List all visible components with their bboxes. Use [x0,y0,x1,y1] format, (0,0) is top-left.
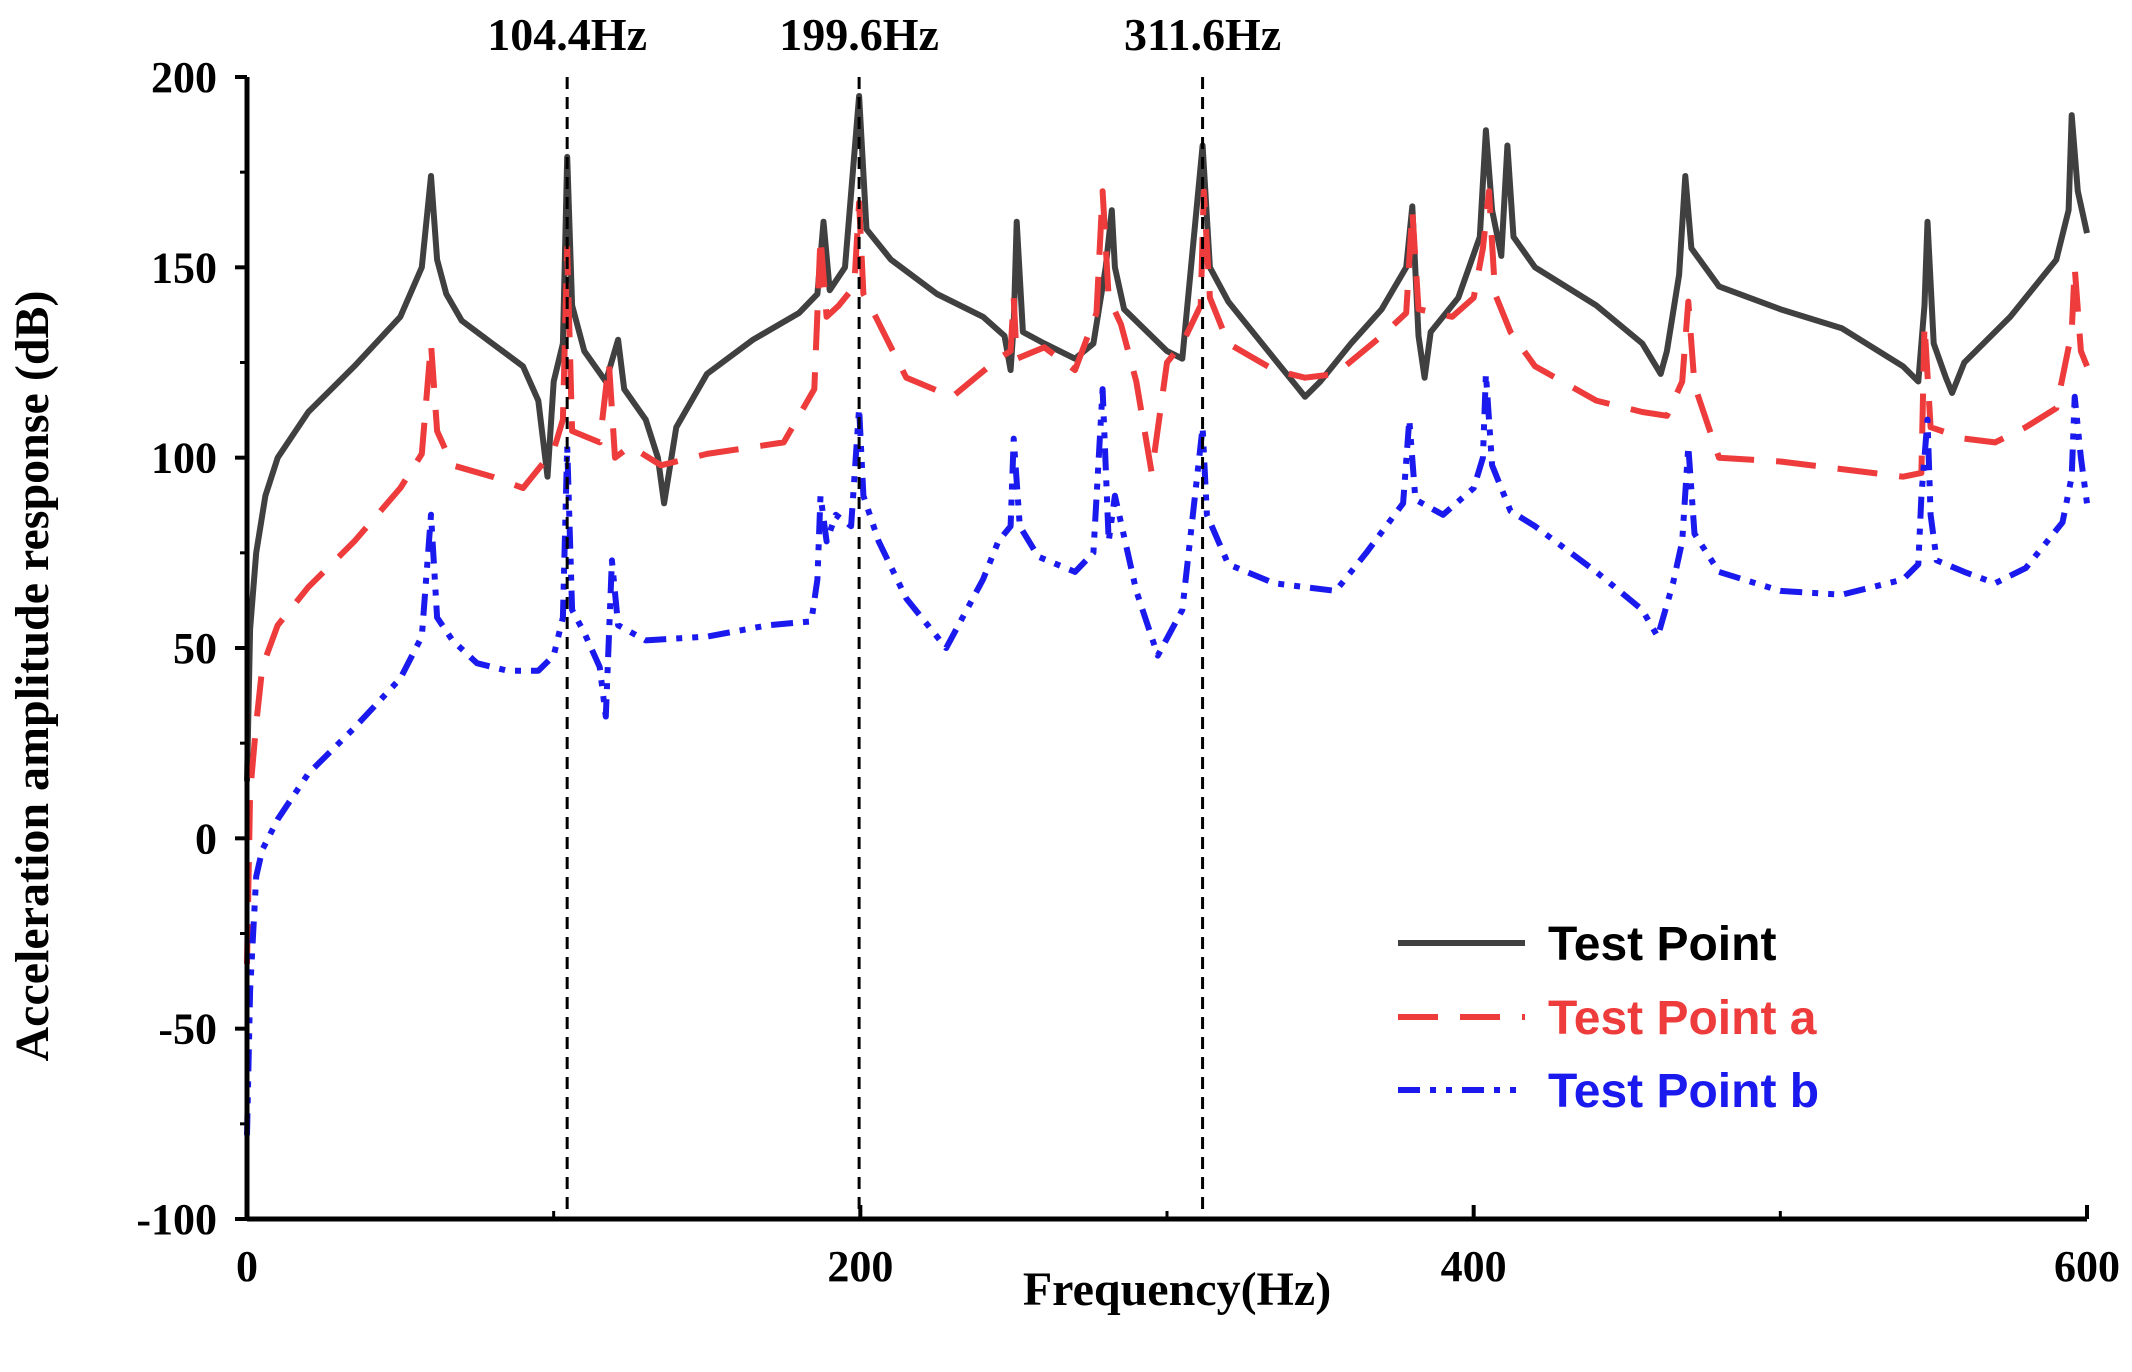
y-tick-label-1: -50 [158,1005,217,1054]
y-tick-label-3: 50 [173,624,217,673]
y-tick-label-0: -100 [136,1195,217,1244]
x-tick-label-1: 200 [827,1242,893,1291]
legend-label-test-point-b: Test Point b [1548,1065,1819,1118]
legend: Test Point Test Point a Test Point b [1398,918,1819,1118]
x-axis-title: Frequency(Hz) [1023,1263,1331,1316]
annotation-label-2: 311.6Hz [1124,9,1281,60]
x-tick-label-0: 0 [236,1242,258,1291]
y-tick-label-2: 0 [195,814,217,863]
annotation-label-0: 104.4Hz [487,9,647,60]
annotation-lines: 104.4Hz 199.6Hz 311.6Hz [487,9,1281,1219]
y-tick-label-5: 150 [151,243,217,292]
series-layer [244,93,2090,1136]
annotation-label-1: 199.6Hz [779,9,939,60]
legend-label-test-point: Test Point [1548,918,1776,971]
y-tick-label-4: 100 [151,434,217,483]
series-line-test-point-b [244,370,2090,1136]
x-tick-label-2: 400 [1441,1242,1507,1291]
series-line-test-point [244,93,2090,782]
axes: -100 -50 0 50 100 150 200 0 200 400 600 Frequency(H… [6,53,2120,1316]
y-axis-title: Acceleration amplitude response (dB) [6,290,59,1061]
legend-label-test-point-a: Test Point a [1548,992,1817,1045]
y-tick-label-6: 200 [151,53,217,102]
x-tick-label-3: 600 [2054,1242,2120,1291]
series-line-test-point-a [244,188,2090,965]
